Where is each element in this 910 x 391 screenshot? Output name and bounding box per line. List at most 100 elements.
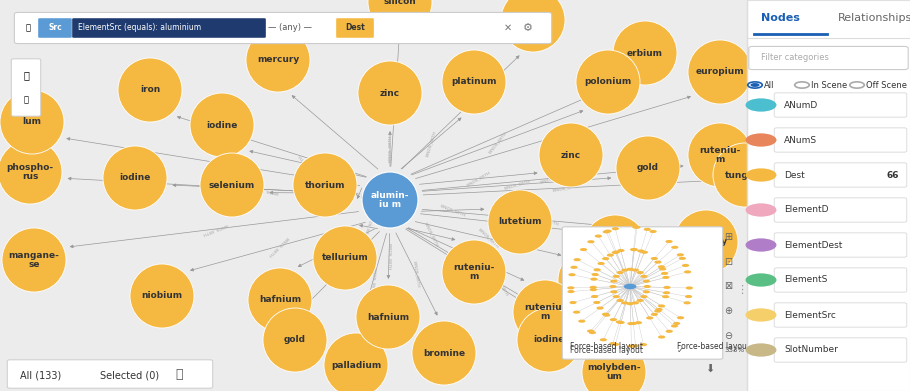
Text: lum: lum [23,118,42,127]
Circle shape [679,257,686,260]
Circle shape [593,301,601,304]
Text: 🔍: 🔍 [25,23,30,32]
Text: 📋: 📋 [24,95,28,104]
Circle shape [682,264,689,267]
Text: ⚙: ⚙ [523,23,533,33]
Text: hafnium: hafnium [367,312,410,321]
Text: BINDS_WITH: BINDS_WITH [198,182,226,191]
Ellipse shape [713,143,777,207]
Circle shape [745,133,776,147]
Circle shape [637,249,644,253]
FancyBboxPatch shape [774,338,906,362]
Circle shape [617,249,624,252]
Circle shape [636,271,643,274]
Ellipse shape [356,285,420,349]
Circle shape [622,301,629,305]
Text: BINDS_WITH: BINDS_WITH [426,129,437,157]
Text: BINDS_WITH: BINDS_WITH [299,188,327,198]
Text: ruteniu-
m: ruteniu- m [524,303,566,321]
Circle shape [598,262,605,265]
Ellipse shape [362,172,418,228]
FancyBboxPatch shape [11,59,41,116]
Text: BINDS_WITH: BINDS_WITH [440,203,466,217]
Circle shape [745,203,776,217]
Circle shape [612,251,620,254]
FancyBboxPatch shape [749,47,908,70]
Circle shape [642,290,650,293]
Text: ⊖: ⊖ [724,331,733,341]
Text: silicon: silicon [384,0,417,7]
Text: BINDS_WITH: BINDS_WITH [492,271,510,297]
Circle shape [616,271,623,274]
Circle shape [632,344,639,348]
Circle shape [569,273,576,276]
Circle shape [573,258,581,261]
Circle shape [571,266,578,269]
Ellipse shape [358,61,422,125]
Text: mercury: mercury [257,56,299,65]
Circle shape [745,273,776,287]
Circle shape [633,226,641,229]
Circle shape [590,288,597,291]
Text: tungste: tungste [725,170,764,179]
Ellipse shape [513,280,577,344]
Text: zinc: zinc [561,151,581,160]
Text: ElementSrc (equals): aluminium: ElementSrc (equals): aluminium [77,23,201,32]
Ellipse shape [488,190,552,254]
Circle shape [643,285,651,288]
Circle shape [626,268,633,271]
Text: BINDS_WITH: BINDS_WITH [362,213,374,240]
Text: BINDS_WITH: BINDS_WITH [532,214,560,226]
Text: BINDS_WITH: BINDS_WITH [488,131,508,154]
Text: yttrium: yttrium [596,242,634,251]
Text: Off Scene: Off Scene [866,81,907,90]
Circle shape [685,295,693,298]
Circle shape [593,268,601,271]
Circle shape [632,301,639,305]
Circle shape [631,248,638,251]
FancyBboxPatch shape [774,268,906,292]
Circle shape [602,230,610,233]
Circle shape [570,301,577,304]
FancyBboxPatch shape [774,93,906,117]
Text: BINDS_WITH: BINDS_WITH [412,260,420,288]
Text: ⊡: ⊡ [724,256,733,267]
Ellipse shape [412,321,476,385]
Circle shape [654,310,662,313]
Circle shape [587,240,594,243]
Circle shape [568,290,575,293]
Ellipse shape [442,240,506,304]
Circle shape [651,313,658,316]
Text: hafnium: hafnium [259,296,301,305]
Circle shape [658,265,665,268]
Text: ruteniu-
m: ruteniu- m [453,264,495,281]
Text: BINDS_WITH: BINDS_WITH [460,255,476,281]
Circle shape [658,305,665,308]
Circle shape [626,302,633,305]
FancyBboxPatch shape [7,360,213,388]
Circle shape [632,226,640,229]
Text: selenium: selenium [209,181,255,190]
Text: — (any) —: — (any) — [268,23,312,32]
Circle shape [654,260,662,264]
Text: 333%: 333% [724,347,744,353]
Ellipse shape [324,333,388,391]
Circle shape [630,322,637,325]
Text: palladium: palladium [331,361,381,369]
Text: alumin-
iu m: alumin- iu m [370,191,410,209]
Text: iodine: iodine [533,335,565,344]
Text: BINDS_WITH: BINDS_WITH [338,254,349,282]
Circle shape [592,273,599,276]
Circle shape [590,286,597,289]
Text: ruteniu-
m: ruteniu- m [699,146,741,164]
Text: BINDS_WITH: BINDS_WITH [466,170,491,187]
Text: mangane-
se: mangane- se [8,251,59,269]
Circle shape [609,342,616,345]
Text: All: All [764,81,774,90]
Circle shape [658,335,665,339]
Text: polonium: polonium [584,77,632,86]
Text: ✓: ✓ [677,346,683,355]
Ellipse shape [501,0,565,52]
Text: BINDS_WITH: BINDS_WITH [551,184,579,192]
Ellipse shape [558,248,622,312]
